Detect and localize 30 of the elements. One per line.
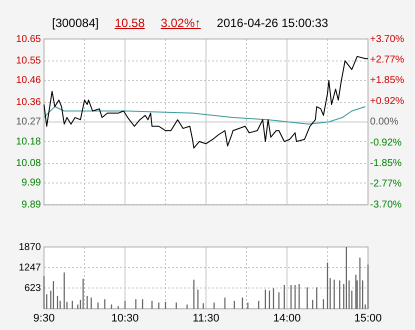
text: 10.58 bbox=[114, 16, 145, 30]
y-tick-label: 9.99 bbox=[22, 178, 42, 189]
text: 3.02%↑ bbox=[160, 16, 201, 30]
y2-tick-label: +3.70% bbox=[370, 34, 404, 45]
x-tick-label: 11:30 bbox=[192, 312, 220, 324]
y-tick-label: 1247 bbox=[18, 262, 42, 274]
y-tick-label: 10.08 bbox=[16, 158, 42, 170]
y2-tick-label: +1.85% bbox=[370, 75, 404, 86]
y-tick-label: 10.18 bbox=[16, 136, 42, 148]
y-tick-label: 9.89 bbox=[22, 200, 42, 211]
y2-tick-label: -1.85% bbox=[370, 158, 402, 170]
y2-tick-label: -2.77% bbox=[370, 178, 402, 190]
y-tick-label: 10.65 bbox=[16, 34, 42, 45]
x-tick-label: 14:00 bbox=[273, 312, 301, 324]
chart-title: [300084] bbox=[52, 16, 99, 30]
y-tick-label: 10.27 bbox=[16, 116, 42, 128]
text: 2016-04-26 15:00:33 bbox=[216, 16, 328, 30]
y2-tick-label: -3.70% bbox=[370, 200, 402, 211]
y2-tick-label: +0.92% bbox=[370, 96, 404, 108]
y2-tick-label: +2.77% bbox=[370, 54, 404, 66]
x-tick-label: 15:00 bbox=[354, 312, 382, 324]
y-tick-label: 1870 bbox=[18, 242, 42, 253]
x-tick-label: 10:30 bbox=[111, 312, 139, 324]
y-tick-label: 10.55 bbox=[16, 56, 42, 67]
x-tick-label: 9:30 bbox=[33, 312, 55, 324]
y2-tick-label: -0.92% bbox=[370, 137, 402, 148]
y-tick-label: 10.46 bbox=[16, 75, 42, 86]
y-tick-label: 10.36 bbox=[16, 97, 42, 108]
y2-tick-label: 0.00% bbox=[370, 116, 398, 128]
y-tick-label: 623 bbox=[24, 282, 42, 294]
